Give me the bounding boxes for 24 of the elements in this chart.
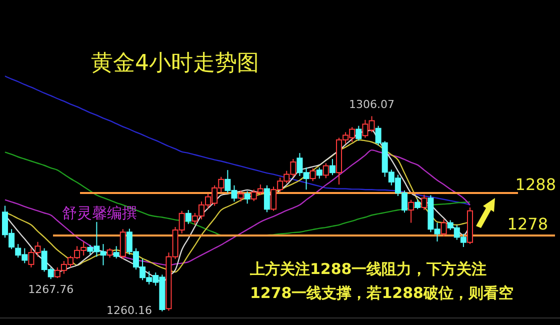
candlestick [316,167,322,180]
candlestick [244,190,250,204]
candlestick [113,246,120,259]
candlestick [329,158,336,176]
candlestick [414,198,421,210]
candlestick [440,218,447,237]
annotation: 1260.16 [106,304,152,317]
annotation: 1306.07 [349,98,395,112]
candlestick [238,190,244,202]
text: 黄金4小时走势图 [91,51,259,76]
annotation: 舒灵馨编撰 [62,204,137,222]
candlestick [264,184,270,213]
annotation: 上方关注1288一线阻力，下方关注 [249,260,487,278]
ref-line-label: 1278 [507,214,548,234]
ref-line-label: 1288 [515,175,556,194]
candlestick [310,168,316,182]
candlestick [185,210,192,225]
candlestick [106,248,113,258]
candlestick [408,199,414,224]
candlestick [356,125,362,142]
candlestick [421,194,428,211]
annotation: 1267.76 [28,283,74,296]
candlestick [322,162,329,179]
annotation: 1278一线支撑，若1288破位，则看空 [250,284,514,302]
